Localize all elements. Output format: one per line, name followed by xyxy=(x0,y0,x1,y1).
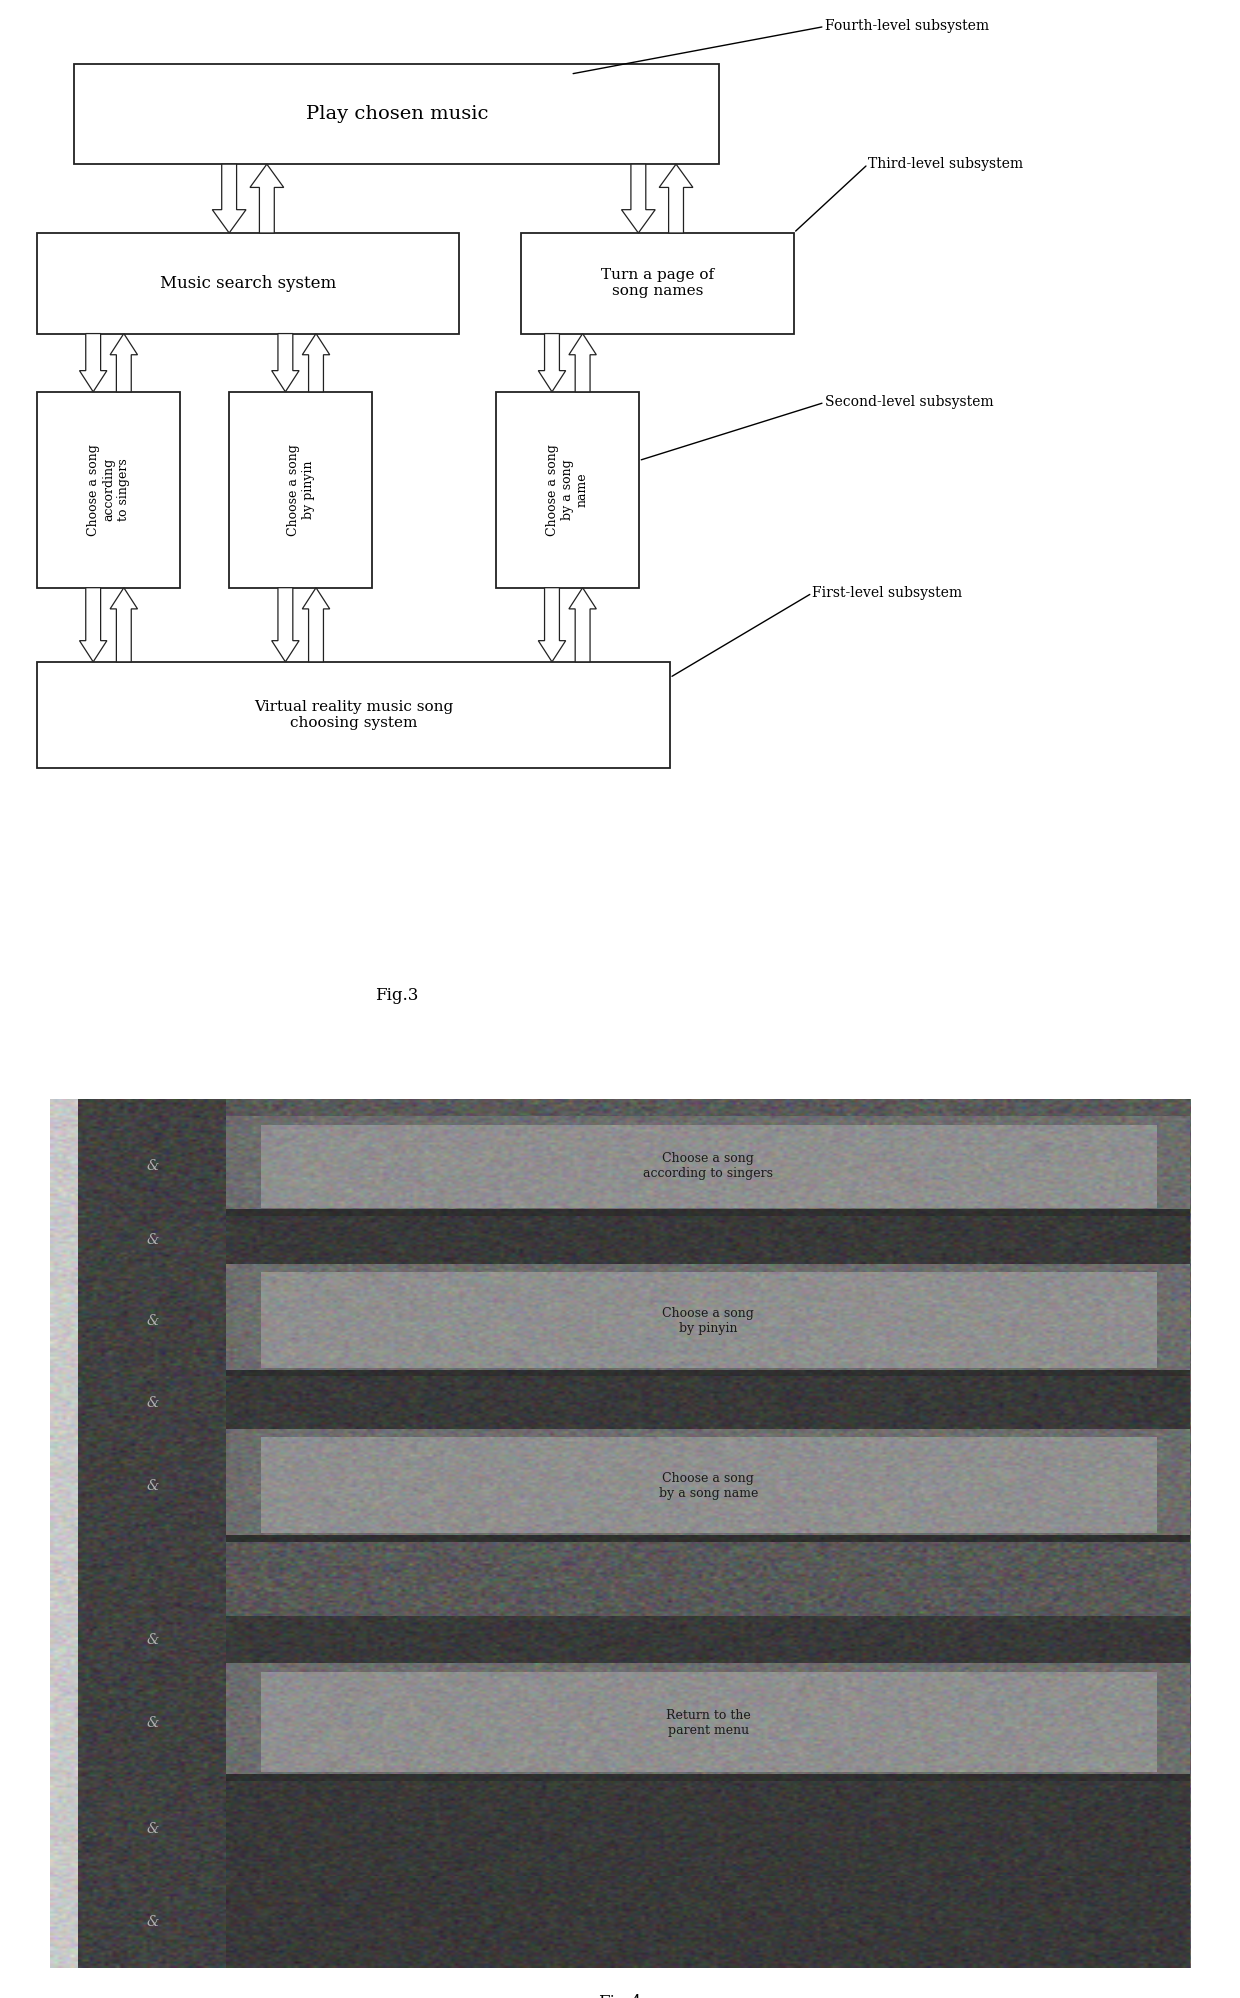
Polygon shape xyxy=(272,334,299,392)
Polygon shape xyxy=(250,164,284,234)
Text: Play chosen music: Play chosen music xyxy=(305,104,489,122)
Bar xyxy=(229,392,372,587)
Polygon shape xyxy=(538,334,565,392)
Polygon shape xyxy=(538,587,565,661)
Polygon shape xyxy=(212,164,246,234)
Bar xyxy=(74,64,719,164)
Text: Choose a song
according to singers: Choose a song according to singers xyxy=(644,1153,774,1181)
Text: &: & xyxy=(146,1479,159,1493)
Text: Choose a song
by a song name: Choose a song by a song name xyxy=(658,1473,758,1500)
Text: &: & xyxy=(146,1822,159,1836)
Bar xyxy=(521,234,794,334)
Bar xyxy=(37,392,180,587)
Polygon shape xyxy=(272,587,299,661)
Text: &: & xyxy=(146,1916,159,1930)
Text: Music search system: Music search system xyxy=(160,276,336,292)
Polygon shape xyxy=(110,334,138,392)
Polygon shape xyxy=(79,587,107,661)
Text: Third-level subsystem: Third-level subsystem xyxy=(868,158,1023,172)
Text: &: & xyxy=(146,1159,159,1173)
Polygon shape xyxy=(79,334,107,392)
Bar xyxy=(37,234,459,334)
Bar xyxy=(37,661,670,767)
Polygon shape xyxy=(569,334,596,392)
Text: Choose a song
according
to singers: Choose a song according to singers xyxy=(87,444,130,535)
Text: &: & xyxy=(146,1632,159,1646)
Bar xyxy=(496,392,639,587)
Text: Virtual reality music song
choosing system: Virtual reality music song choosing syst… xyxy=(254,699,453,729)
Text: Choose a song
by a song
name: Choose a song by a song name xyxy=(546,444,589,535)
Text: Return to the
parent menu: Return to the parent menu xyxy=(666,1708,750,1736)
Text: &: & xyxy=(146,1397,159,1411)
Text: &: & xyxy=(146,1716,159,1730)
Text: &: & xyxy=(146,1313,159,1327)
Text: Fourth-level subsystem: Fourth-level subsystem xyxy=(825,20,988,34)
Polygon shape xyxy=(303,587,330,661)
Text: Fig.3: Fig.3 xyxy=(376,987,418,1003)
Text: Fig.4: Fig.4 xyxy=(599,1994,641,1998)
Text: Second-level subsystem: Second-level subsystem xyxy=(825,396,993,410)
Text: &: & xyxy=(146,1233,159,1247)
Text: Choose a song
by pinyin: Choose a song by pinyin xyxy=(662,1307,754,1335)
Text: Turn a page of
song names: Turn a page of song names xyxy=(600,268,714,298)
Polygon shape xyxy=(569,587,596,661)
Polygon shape xyxy=(621,164,655,234)
Text: First-level subsystem: First-level subsystem xyxy=(812,585,962,599)
Text: Choose a song
by pinyin: Choose a song by pinyin xyxy=(286,444,315,535)
Polygon shape xyxy=(110,587,138,661)
Polygon shape xyxy=(660,164,693,234)
Polygon shape xyxy=(303,334,330,392)
